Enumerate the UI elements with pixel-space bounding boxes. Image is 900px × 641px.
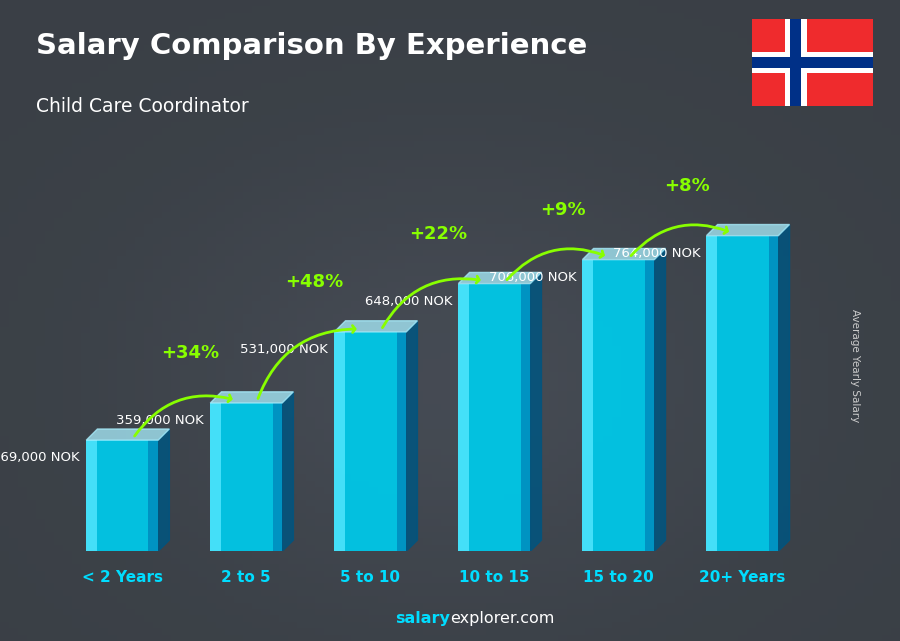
- Bar: [458, 283, 530, 551]
- Bar: [644, 260, 654, 551]
- Text: 531,000 NOK: 531,000 NOK: [240, 343, 328, 356]
- Bar: [148, 440, 158, 551]
- Bar: [273, 403, 283, 551]
- Polygon shape: [654, 249, 665, 551]
- Bar: [582, 260, 654, 551]
- Polygon shape: [283, 392, 293, 551]
- Text: 2 to 5: 2 to 5: [221, 570, 271, 585]
- Polygon shape: [211, 392, 293, 403]
- Bar: [334, 332, 406, 551]
- Bar: [706, 236, 717, 551]
- Text: salary: salary: [395, 611, 450, 626]
- Text: 706,000 NOK: 706,000 NOK: [489, 271, 576, 284]
- Polygon shape: [530, 272, 542, 551]
- Text: +48%: +48%: [285, 273, 344, 291]
- Bar: [211, 403, 283, 551]
- Bar: [397, 332, 406, 551]
- Polygon shape: [582, 249, 665, 260]
- Polygon shape: [86, 429, 169, 440]
- Bar: [520, 283, 530, 551]
- Polygon shape: [158, 429, 169, 551]
- Text: 764,000 NOK: 764,000 NOK: [613, 247, 700, 260]
- Text: 648,000 NOK: 648,000 NOK: [364, 295, 452, 308]
- Bar: [458, 283, 469, 551]
- Bar: [706, 236, 778, 551]
- Text: 10 to 15: 10 to 15: [459, 570, 529, 585]
- Text: Salary Comparison By Experience: Salary Comparison By Experience: [36, 31, 587, 60]
- Text: Average Yearly Salary: Average Yearly Salary: [850, 309, 860, 422]
- Polygon shape: [778, 224, 789, 551]
- Bar: [769, 236, 778, 551]
- Text: +34%: +34%: [161, 344, 220, 362]
- Bar: [752, 57, 873, 68]
- Text: +8%: +8%: [663, 177, 709, 195]
- Text: < 2 Years: < 2 Years: [82, 570, 163, 585]
- Polygon shape: [334, 320, 418, 332]
- Text: +22%: +22%: [410, 225, 468, 243]
- Bar: [334, 332, 345, 551]
- Text: explorer.com: explorer.com: [450, 611, 554, 626]
- Text: 269,000 NOK: 269,000 NOK: [0, 451, 80, 464]
- Text: 15 to 20: 15 to 20: [583, 570, 653, 585]
- Text: 359,000 NOK: 359,000 NOK: [116, 414, 204, 427]
- Bar: [785, 19, 806, 106]
- Polygon shape: [458, 272, 542, 283]
- Text: Child Care Coordinator: Child Care Coordinator: [36, 97, 248, 117]
- Bar: [211, 403, 221, 551]
- FancyBboxPatch shape: [750, 17, 875, 108]
- Polygon shape: [706, 224, 789, 236]
- Text: 5 to 10: 5 to 10: [340, 570, 400, 585]
- Bar: [790, 19, 801, 106]
- Text: 20+ Years: 20+ Years: [699, 570, 786, 585]
- Bar: [86, 440, 97, 551]
- Bar: [86, 440, 158, 551]
- Bar: [582, 260, 593, 551]
- Text: +9%: +9%: [540, 201, 585, 219]
- Bar: [752, 52, 873, 73]
- Polygon shape: [406, 320, 418, 551]
